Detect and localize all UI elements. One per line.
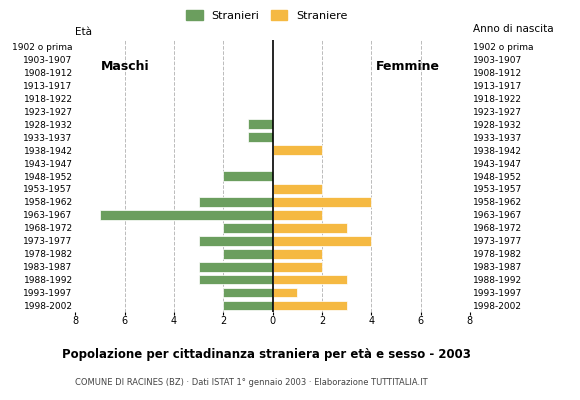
Bar	[223, 249, 273, 258]
Text: COMUNE DI RACINES (BZ) · Dati ISTAT 1° gennaio 2003 · Elaborazione TUTTITALIA.IT: COMUNE DI RACINES (BZ) · Dati ISTAT 1° g…	[75, 378, 428, 387]
Bar	[273, 249, 322, 258]
Bar	[273, 301, 347, 310]
Text: Anno di nascita: Anno di nascita	[473, 24, 553, 34]
Legend: Stranieri, Straniere: Stranieri, Straniere	[182, 6, 352, 25]
Bar	[273, 288, 297, 298]
Bar	[273, 197, 371, 207]
Bar	[273, 210, 322, 220]
Bar	[273, 236, 371, 246]
Text: Maschi: Maschi	[100, 60, 149, 73]
Bar	[223, 301, 273, 310]
Bar	[248, 132, 273, 142]
Bar	[223, 288, 273, 298]
Bar	[273, 223, 347, 233]
Bar	[273, 145, 322, 155]
Text: Età: Età	[75, 28, 92, 38]
Bar	[198, 262, 273, 272]
Bar	[223, 223, 273, 233]
Bar	[198, 236, 273, 246]
Bar	[198, 275, 273, 284]
Bar	[248, 119, 273, 129]
Bar	[223, 171, 273, 181]
Bar	[273, 262, 322, 272]
Bar	[100, 210, 273, 220]
Bar	[273, 275, 347, 284]
Text: Femmine: Femmine	[376, 60, 440, 73]
Text: Popolazione per cittadinanza straniera per età e sesso - 2003: Popolazione per cittadinanza straniera p…	[63, 348, 471, 361]
Bar	[273, 184, 322, 194]
Bar	[198, 197, 273, 207]
